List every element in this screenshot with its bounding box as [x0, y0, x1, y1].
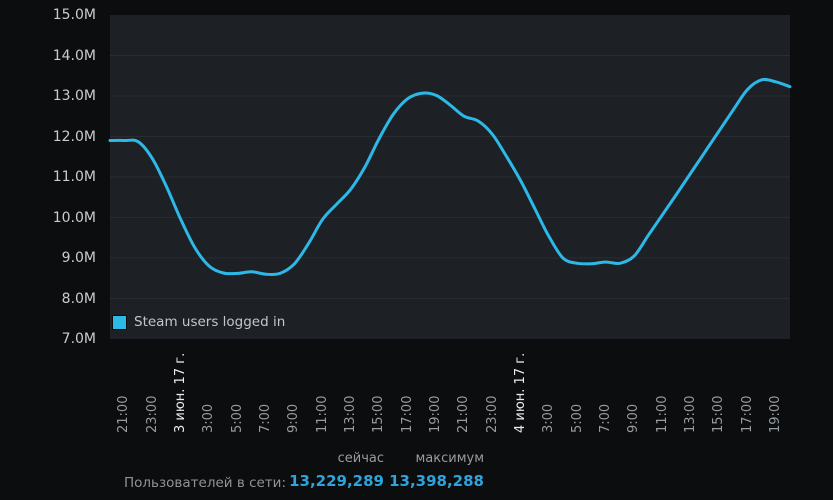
y-tick-label: 10.0M	[52, 209, 96, 226]
x-tick-label: 17:00	[739, 395, 755, 433]
stat-header-max: максимум	[415, 451, 484, 466]
x-tick-label: 17:00	[399, 395, 415, 433]
x-tick-label: 19:00	[767, 395, 783, 433]
x-tick-label: 11:00	[314, 395, 330, 433]
y-tick-label: 12.0M	[52, 128, 96, 145]
y-tick-label: 9.0M	[61, 250, 96, 266]
x-tick-label: 23:00	[484, 395, 500, 433]
x-tick-label: 5:00	[569, 403, 585, 433]
x-tick-label: 7:00	[257, 403, 273, 433]
legend-label: Steam users logged in	[134, 314, 286, 330]
x-tick-label: 3:00	[201, 403, 217, 433]
y-tick-label: 7.0M	[61, 331, 96, 347]
legend-color-swatch-icon	[112, 314, 127, 330]
y-tick-label: 13.0M	[52, 88, 96, 104]
stat-value-now: 13,229,289	[289, 472, 384, 490]
y-tick-label: 14.0M	[52, 47, 96, 64]
x-tick-label: 13:00	[682, 395, 698, 433]
x-tick-label: 9:00	[626, 403, 642, 433]
x-tick-label: 15:00	[711, 395, 727, 433]
x-tick-label: 11:00	[654, 395, 670, 433]
y-tick-label: 11.0M	[52, 169, 96, 185]
x-tick-label: 21:00	[116, 395, 132, 433]
chart-legend: Steam users logged in	[112, 314, 285, 330]
x-tick-label: 15:00	[371, 395, 387, 433]
line-chart	[108, 15, 792, 339]
x-tick-label: 21:00	[456, 395, 472, 433]
stat-value-max: 13,398,288	[389, 472, 484, 490]
x-tick-date-label: 4 июн. 17 г.	[512, 352, 528, 433]
y-tick-label: 15.0M	[52, 7, 96, 23]
series-line	[108, 77, 792, 277]
x-tick-label: 5:00	[229, 403, 245, 433]
x-tick-label: 23:00	[144, 395, 160, 433]
x-tick-label: 19:00	[427, 395, 443, 433]
x-tick-label: 3:00	[541, 403, 557, 433]
x-tick-date-label: 3 июн. 17 г.	[172, 352, 188, 433]
x-tick-label: 9:00	[286, 403, 302, 433]
y-tick-label: 8.0M	[61, 290, 96, 307]
x-tick-label: 7:00	[597, 403, 613, 433]
stat-row-label: Пользователей в сети:	[124, 475, 286, 491]
stat-header-now: сейчас	[337, 451, 384, 466]
x-tick-label: 13:00	[342, 395, 358, 433]
